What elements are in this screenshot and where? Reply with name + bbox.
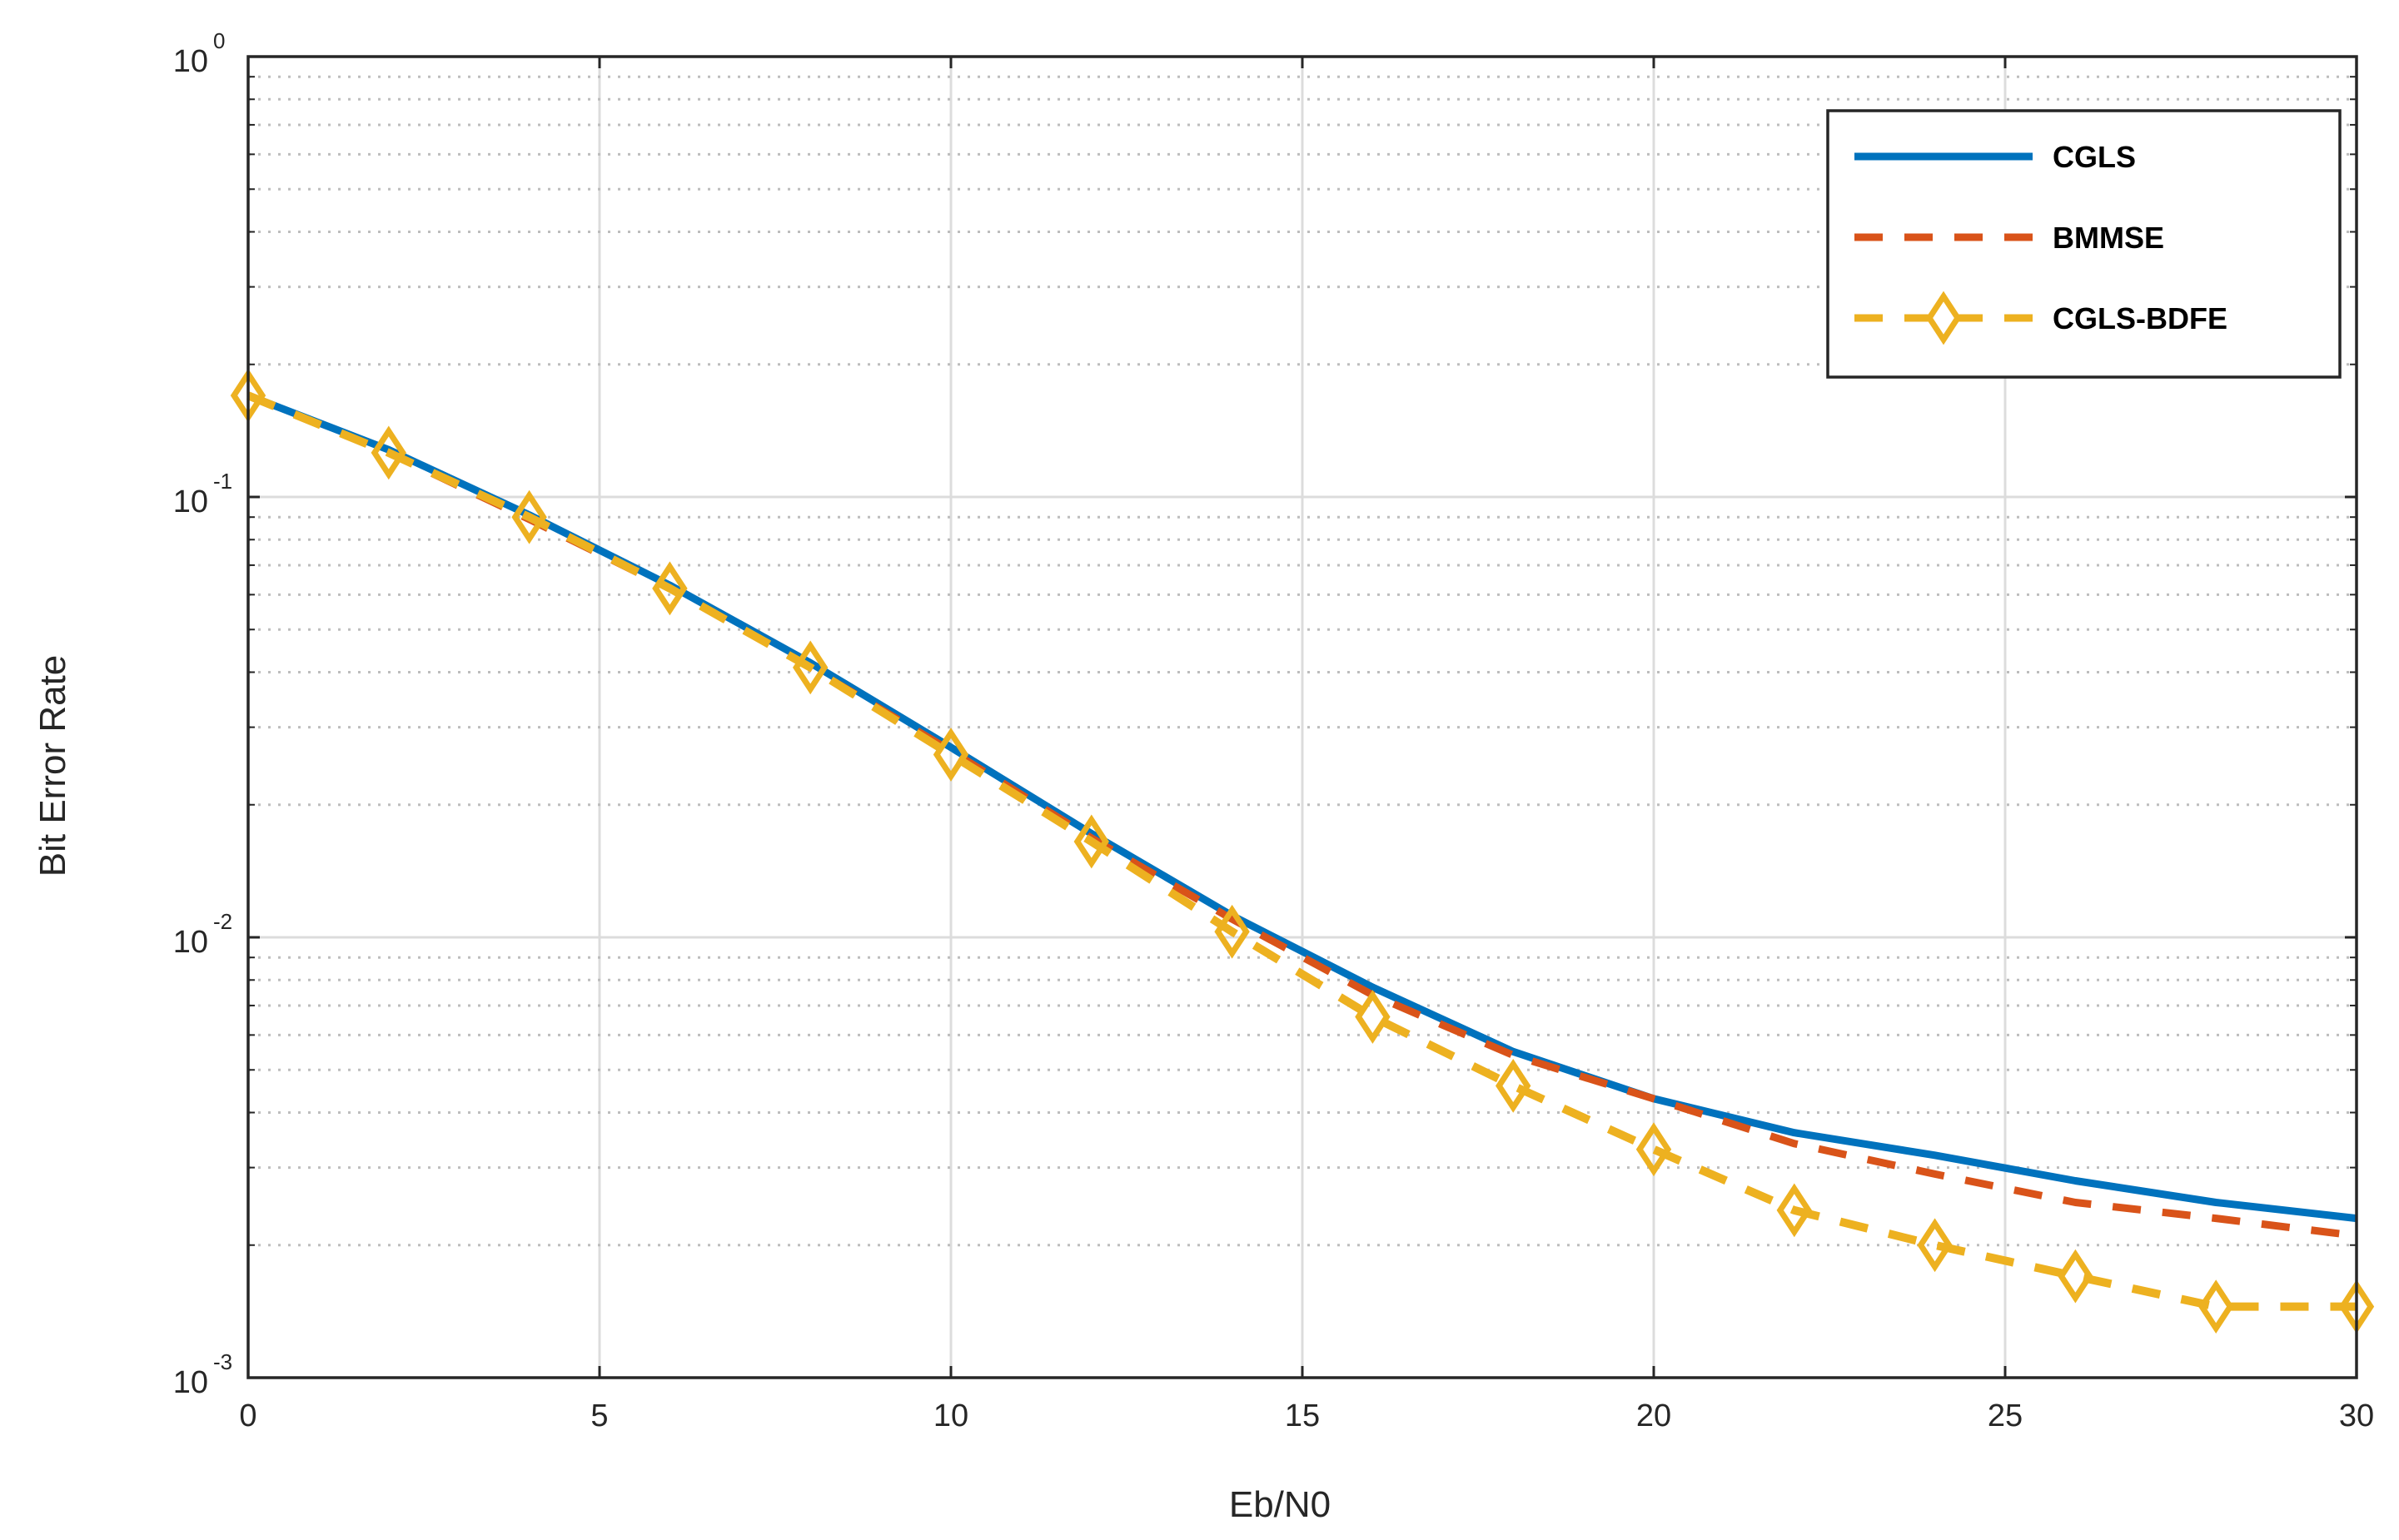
y-axis-label: Bit Error Rate xyxy=(32,655,73,877)
data-point-marker xyxy=(1214,904,1250,959)
series-lines xyxy=(230,368,2375,1334)
data-point-marker xyxy=(2058,1249,2093,1304)
data-point-marker xyxy=(652,561,688,616)
x-tick-label: 15 xyxy=(1285,1398,1320,1433)
y-tick-label-exponent: 0 xyxy=(213,28,225,53)
y-tick-label-base: 10 xyxy=(173,925,208,960)
legend-marker xyxy=(1925,291,1962,345)
x-tick-label: 30 xyxy=(2339,1398,2374,1433)
data-point-marker xyxy=(1496,1059,1531,1113)
axes-frame xyxy=(246,55,2358,1379)
data-point-marker xyxy=(933,728,969,782)
x-tick-label: 0 xyxy=(239,1398,256,1433)
data-point-marker xyxy=(793,640,829,695)
x-tick-label: 10 xyxy=(933,1398,968,1433)
legend-entry-label: CGLS xyxy=(2053,140,2136,174)
data-point-marker xyxy=(1355,990,1391,1044)
grid xyxy=(248,57,2357,1378)
y-tick-label-exponent: -3 xyxy=(213,1349,232,1374)
x-axis-label: Eb/N0 xyxy=(1229,1484,1331,1525)
data-point-marker xyxy=(371,425,406,480)
data-point-marker xyxy=(1073,814,1109,869)
x-tick-label: 20 xyxy=(1636,1398,1671,1433)
data-point-marker xyxy=(1635,1122,1672,1177)
y-tick-label-base: 10 xyxy=(173,1365,208,1400)
y-tick-label-base: 10 xyxy=(173,484,208,519)
y-tick-label-base: 10 xyxy=(173,44,208,79)
y-tick-label-exponent: -2 xyxy=(213,909,232,934)
data-point-marker xyxy=(511,489,547,544)
plot-area-border xyxy=(246,55,2358,1379)
legend-entry-label: BMMSE xyxy=(2053,221,2164,255)
y-tick-label-exponent: -1 xyxy=(213,469,232,494)
data-point-marker xyxy=(1776,1183,1812,1238)
data-point-marker xyxy=(2198,1279,2234,1334)
x-tick-label: 25 xyxy=(1988,1398,2023,1433)
series-line-cgls-bdfe xyxy=(246,391,2357,1311)
legend: CGLS BMMSE CGLS-BDFE xyxy=(1826,109,2342,379)
legend-entry-label: CGLS-BDFE xyxy=(2053,301,2227,335)
x-tick-label: 5 xyxy=(590,1398,608,1433)
series-line-cgls xyxy=(246,391,2357,1223)
data-point-marker xyxy=(1917,1218,1953,1273)
